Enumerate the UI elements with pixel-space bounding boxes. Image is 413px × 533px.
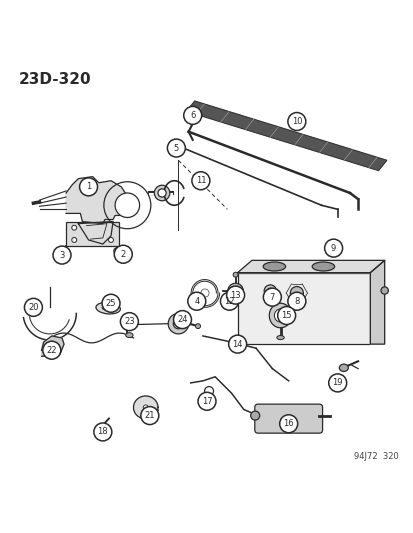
Circle shape <box>220 292 238 310</box>
Circle shape <box>79 178 97 196</box>
Text: 5: 5 <box>173 143 178 152</box>
Text: 7: 7 <box>269 293 274 302</box>
Circle shape <box>43 341 61 359</box>
Circle shape <box>94 423 112 441</box>
Ellipse shape <box>233 272 237 277</box>
Ellipse shape <box>290 287 303 300</box>
Circle shape <box>191 172 209 190</box>
Ellipse shape <box>126 333 133 337</box>
Text: 19: 19 <box>332 378 342 387</box>
Ellipse shape <box>231 287 239 295</box>
Text: 14: 14 <box>232 340 242 349</box>
Ellipse shape <box>173 319 183 329</box>
Ellipse shape <box>200 289 209 297</box>
Circle shape <box>279 415 297 433</box>
Text: 23D-320: 23D-320 <box>19 72 92 87</box>
Ellipse shape <box>263 285 276 297</box>
Ellipse shape <box>380 287 387 294</box>
Text: 24: 24 <box>177 315 187 324</box>
Text: 8: 8 <box>294 297 299 306</box>
FancyBboxPatch shape <box>254 404 322 433</box>
Text: 17: 17 <box>201 397 212 406</box>
Text: 2: 2 <box>120 250 126 259</box>
Text: 13: 13 <box>230 290 240 300</box>
Ellipse shape <box>263 262 285 271</box>
Text: 11: 11 <box>195 176 206 185</box>
Circle shape <box>328 374 346 392</box>
Circle shape <box>114 245 132 263</box>
Ellipse shape <box>115 193 139 217</box>
Text: 94J72  320: 94J72 320 <box>354 451 398 461</box>
Circle shape <box>173 311 191 328</box>
Text: 15: 15 <box>281 311 291 320</box>
Text: 16: 16 <box>282 419 293 428</box>
Ellipse shape <box>154 185 169 201</box>
Text: 25: 25 <box>105 299 116 308</box>
Text: 1: 1 <box>86 182 91 191</box>
Circle shape <box>324 239 342 257</box>
Ellipse shape <box>158 189 166 197</box>
Ellipse shape <box>96 302 120 314</box>
Ellipse shape <box>71 225 76 230</box>
Circle shape <box>183 107 201 124</box>
Circle shape <box>263 288 281 306</box>
Text: 22: 22 <box>46 346 57 355</box>
Text: 3: 3 <box>59 251 64 260</box>
Ellipse shape <box>268 303 291 328</box>
Polygon shape <box>78 222 113 244</box>
Polygon shape <box>41 336 64 357</box>
Circle shape <box>287 112 305 131</box>
Text: 6: 6 <box>190 111 195 120</box>
Polygon shape <box>133 396 158 419</box>
FancyBboxPatch shape <box>66 222 119 246</box>
Ellipse shape <box>267 288 273 294</box>
Text: 4: 4 <box>194 297 199 306</box>
Polygon shape <box>186 101 386 171</box>
Text: 20: 20 <box>28 303 38 312</box>
Text: 12: 12 <box>224 297 234 306</box>
Text: 23: 23 <box>124 317 134 326</box>
Ellipse shape <box>122 319 132 329</box>
Ellipse shape <box>274 309 286 322</box>
Ellipse shape <box>71 238 76 243</box>
FancyBboxPatch shape <box>237 272 370 344</box>
Text: 10: 10 <box>291 117 301 126</box>
Text: 18: 18 <box>97 427 108 437</box>
Ellipse shape <box>339 364 347 372</box>
Ellipse shape <box>168 313 188 334</box>
Ellipse shape <box>143 405 148 410</box>
Polygon shape <box>66 176 129 224</box>
Polygon shape <box>370 261 384 344</box>
Circle shape <box>24 298 42 316</box>
Circle shape <box>226 286 244 304</box>
Text: 21: 21 <box>144 411 155 420</box>
Ellipse shape <box>311 262 334 271</box>
Circle shape <box>120 313 138 330</box>
Circle shape <box>188 292 205 310</box>
Circle shape <box>167 139 185 157</box>
Circle shape <box>228 335 246 353</box>
Ellipse shape <box>250 411 259 420</box>
Ellipse shape <box>227 283 243 299</box>
Ellipse shape <box>276 336 283 340</box>
Circle shape <box>277 306 295 325</box>
Circle shape <box>140 407 159 425</box>
Polygon shape <box>237 261 384 272</box>
Circle shape <box>287 292 305 310</box>
Circle shape <box>102 294 120 312</box>
Ellipse shape <box>108 238 113 243</box>
Ellipse shape <box>102 305 114 311</box>
Ellipse shape <box>49 342 55 348</box>
Ellipse shape <box>195 324 200 328</box>
Text: 9: 9 <box>330 244 335 253</box>
Circle shape <box>53 246 71 264</box>
Circle shape <box>197 392 216 410</box>
